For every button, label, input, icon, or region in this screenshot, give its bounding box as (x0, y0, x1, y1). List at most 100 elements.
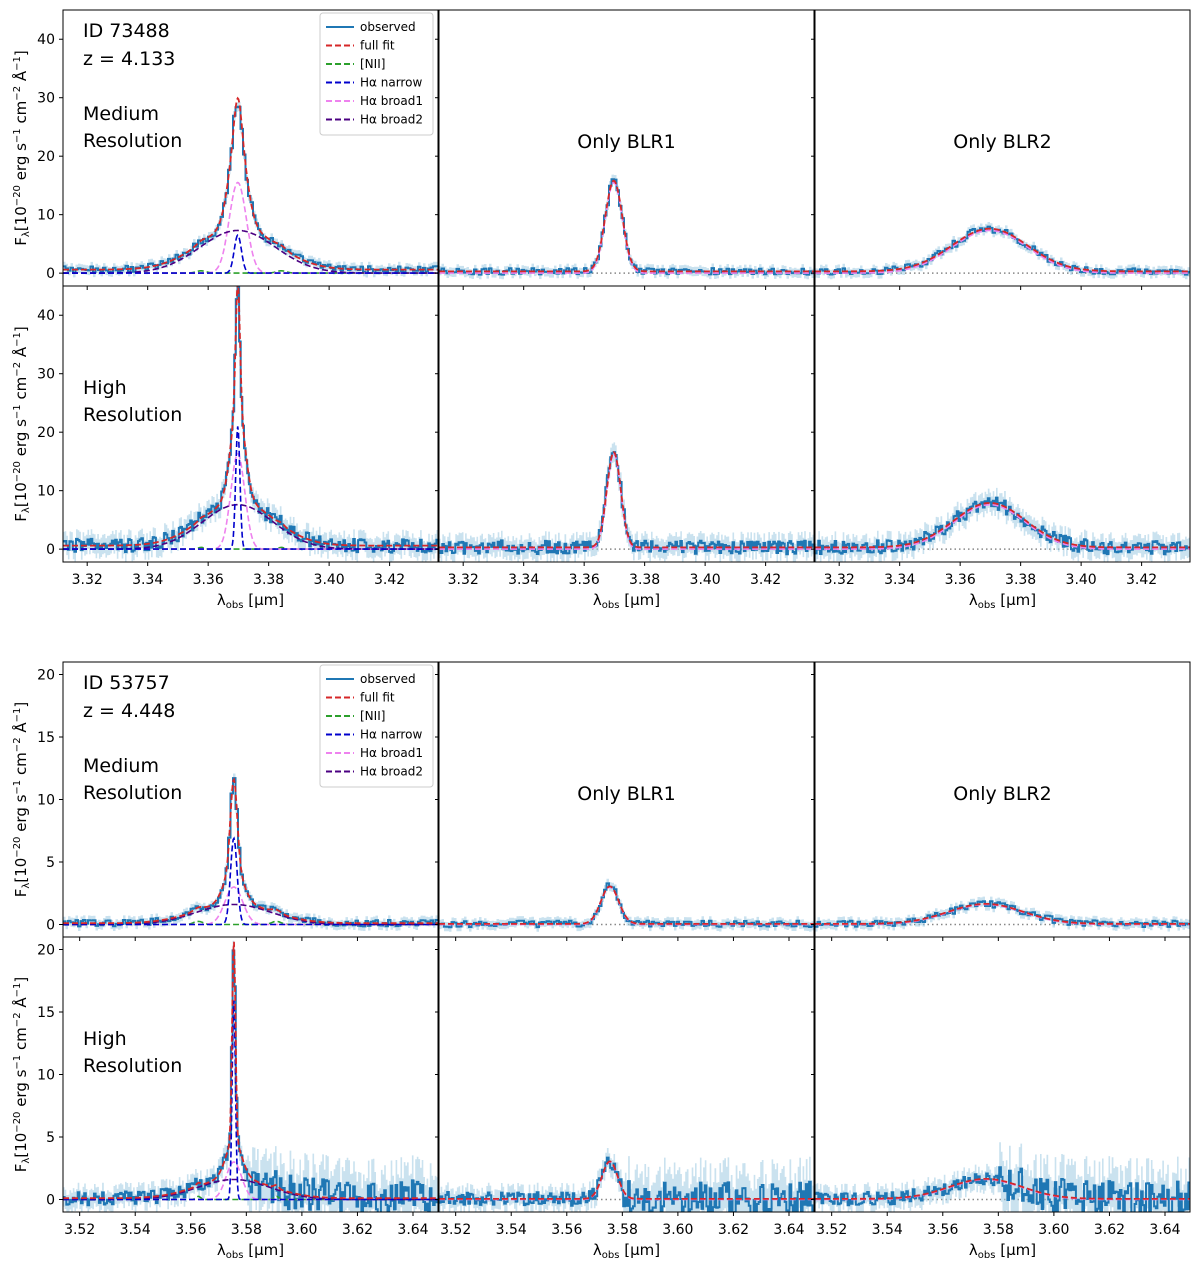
observed-error-band (439, 174, 814, 280)
x-axis-label: λobs [μm] (217, 591, 284, 611)
x-tick-label: 3.34 (884, 572, 915, 588)
x-tick-label: 3.54 (120, 1222, 151, 1238)
x-tick-label: 3.34 (132, 572, 163, 588)
x-tick-label: 3.54 (872, 1222, 903, 1238)
y-axis-label: Fλ[10−20 erg s−1 cm−2 Å−1] (11, 702, 32, 897)
y-axis-label: Fλ[10−20 erg s−1 cm−2 Å−1] (11, 977, 32, 1172)
y-tick-label: 0 (46, 918, 55, 934)
narrow-curve (63, 1000, 438, 1201)
legend-label: Hα broad1 (360, 94, 423, 108)
legend-label: observed (360, 672, 416, 686)
legend-label: full fit (360, 691, 395, 705)
observed-spectrum (815, 1166, 1190, 1212)
object-id: ID 73488 (83, 20, 170, 42)
panel-0-1-2: 3.32 3.34 3.36 3.38 3.40 3.42 λobs [μm] (811, 285, 1191, 611)
panel-1-0-2: Only BLR2 (811, 661, 1191, 941)
y-tick-label: 5 (46, 855, 55, 871)
row-label-line2: Resolution (83, 130, 182, 152)
x-tick-label: 3.62 (1094, 1222, 1125, 1238)
panel-frame (814, 285, 1191, 563)
object-id: ID 53757 (83, 672, 170, 694)
x-tick-label: 3.38 (629, 572, 660, 588)
observed-error-band (439, 878, 814, 932)
legend: observed full fit [NII] Hα narrow Hα broad1 H… (319, 664, 434, 788)
observed-spectrum (439, 1156, 814, 1212)
x-tick-label: 3.40 (314, 572, 345, 588)
y-tick-label: 0 (46, 542, 55, 558)
y-tick-label: 15 (37, 1005, 55, 1021)
x-axis-label: λobs [μm] (969, 591, 1036, 611)
x-tick-label: 3.58 (983, 1222, 1014, 1238)
object-redshift: z = 4.133 (83, 48, 175, 70)
narrow-curve (63, 426, 438, 550)
x-axis-label: λobs [μm] (593, 1241, 660, 1261)
broad-component-curve (815, 503, 1190, 550)
row-label-line2: Resolution (83, 404, 182, 426)
panel-0-0-0: 0 10 20 30 40 Medium Resolution ID 73488 z = 4.1… (37, 9, 439, 290)
x-tick-label: 3.34 (508, 572, 539, 588)
full-fit-curve (63, 96, 438, 271)
x-tick-label: 3.40 (1066, 572, 1097, 588)
legend-box (319, 664, 434, 788)
observed-spectrum (63, 949, 438, 1212)
x-tick-label: 3.36 (193, 572, 224, 588)
legend-label: full fit (360, 39, 395, 53)
x-tick-label: 3.52 (64, 1222, 95, 1238)
y-tick-label: 15 (37, 730, 55, 746)
y-tick-label: 0 (46, 1193, 55, 1209)
x-tick-label: 3.54 (496, 1222, 527, 1238)
panel-frame (62, 285, 439, 563)
legend-box (319, 12, 434, 136)
panel-1-1-0: 0 5 10 15 20 3.52 3.54 3.56 3.58 3.60 3.62 3.64 High… (37, 936, 439, 1261)
panel-1-0-0: 0 5 10 15 20 Medium Resolution ID 53757 z = 4.44… (37, 661, 439, 941)
panel-0-0-1: Only BLR1 (435, 9, 815, 290)
y-tick-label: 40 (37, 32, 55, 48)
row-label-line1: High (83, 377, 127, 399)
narrow-curve (63, 836, 438, 926)
panel-1-1-1: 3.52 3.54 3.56 3.58 3.60 3.62 3.64 λobs [μm] (435, 936, 815, 1261)
x-tick-label: 3.42 (374, 572, 405, 588)
panel-frame (438, 285, 815, 563)
panel-1-0-1: Only BLR1 (435, 661, 815, 941)
full-fit-curve (63, 941, 438, 1200)
full-fit-curve (815, 903, 1190, 925)
figure-block-id-53757: 0 5 10 15 20 Medium Resolution ID 53757 z = 4.44… (11, 661, 1191, 1261)
full-fit-curve (63, 777, 438, 925)
full-fit-curve (439, 885, 814, 925)
y-tick-label: 20 (37, 149, 55, 165)
x-tick-label: 3.58 (231, 1222, 262, 1238)
panel-title: Only BLR2 (953, 783, 1051, 805)
object-redshift: z = 4.448 (83, 700, 175, 722)
observed-spectrum (439, 882, 814, 929)
y-axis-label: Fλ[10−20 erg s−1 cm−2 Å−1] (11, 326, 32, 521)
panel-title: Only BLR2 (953, 131, 1051, 153)
panel-0-1-0: 0 10 20 30 40 3.32 3.34 3.36 3.38 3.40 3.42 High Res… (37, 285, 439, 611)
x-tick-label: 3.56 (927, 1222, 958, 1238)
x-tick-label: 3.52 (440, 1222, 471, 1238)
panel-0-0-2: Only BLR2 (811, 9, 1191, 290)
row-label-line1: Medium (83, 103, 159, 125)
legend-label: Hα narrow (360, 728, 422, 742)
y-tick-label: 5 (46, 1130, 55, 1146)
legend-label: [NII] (360, 709, 385, 723)
legend-label: Hα broad2 (360, 113, 423, 127)
y-tick-label: 20 (37, 668, 55, 684)
panel-0-1-1: 3.32 3.34 3.36 3.38 3.40 3.42 λobs [μm] (435, 285, 815, 611)
x-tick-label: 3.64 (1149, 1222, 1180, 1238)
row-label-line1: Medium (83, 755, 159, 777)
full-fit-curve (63, 286, 438, 547)
x-tick-label: 3.42 (750, 572, 781, 588)
y-tick-label: 10 (37, 793, 55, 809)
y-axis-label: Fλ[10−20 erg s−1 cm−2 Å−1] (11, 50, 32, 245)
observed-error-band (815, 896, 1190, 932)
y-tick-label: 0 (46, 266, 55, 282)
x-tick-label: 3.52 (816, 1222, 847, 1238)
figure-block-id-73488: 0 10 20 30 40 Medium Resolution ID 73488 z = 4.1… (11, 9, 1191, 611)
x-tick-label: 3.60 (662, 1222, 693, 1238)
x-tick-label: 3.36 (945, 572, 976, 588)
row-label-line1: High (83, 1028, 127, 1050)
panel-title: Only BLR1 (577, 131, 675, 153)
y-tick-label: 10 (37, 1068, 55, 1084)
y-tick-label: 30 (37, 91, 55, 107)
